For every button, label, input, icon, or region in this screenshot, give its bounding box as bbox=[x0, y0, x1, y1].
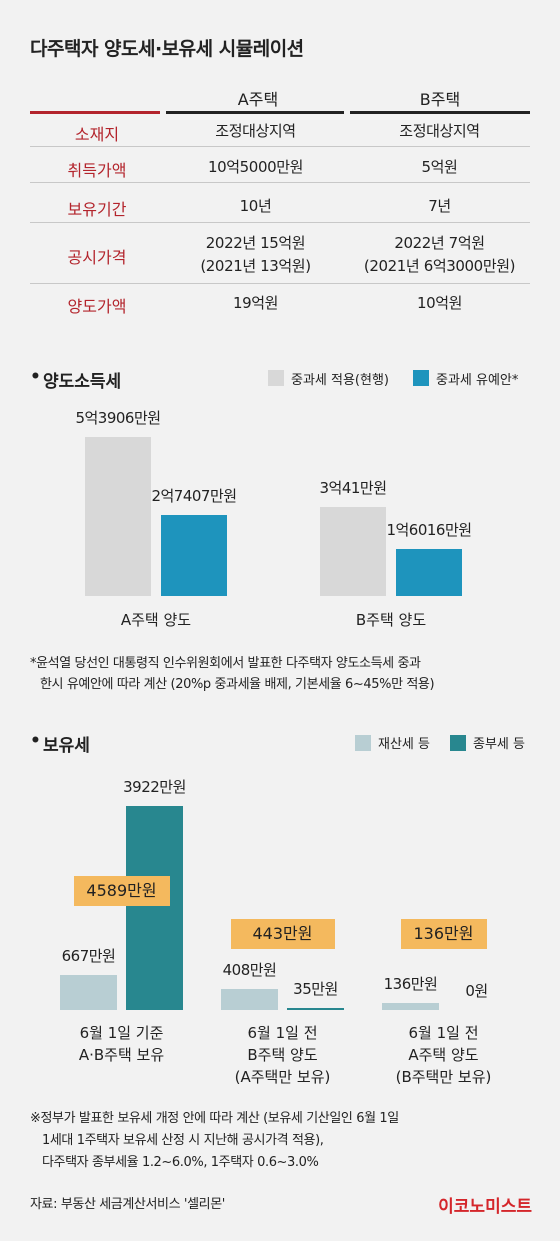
bar-current bbox=[85, 437, 151, 596]
category-label: A주택 양도 bbox=[408, 1046, 479, 1064]
cell-b-official-price-prev: (2021년 6억3000만원) bbox=[363, 257, 516, 275]
category-label: (B주택만 보유) bbox=[395, 1068, 492, 1086]
source-text: 자료: 부동산 세금계산서비스 '셀리몬' bbox=[30, 1197, 225, 1212]
header-rule-a bbox=[166, 111, 344, 114]
bar-value-label: 667만원 bbox=[61, 947, 116, 966]
bar-value-label: 3억41만원 bbox=[319, 479, 387, 498]
cell-b-official-price: 2022년 7억원 bbox=[394, 234, 485, 252]
bar-value-label: 136만원 bbox=[383, 974, 438, 993]
row-divider bbox=[30, 182, 530, 183]
bar-value-label: 2억7407만원 bbox=[151, 487, 237, 506]
cell-b-period: 7년 bbox=[428, 197, 451, 215]
cell-b-sale-price: 10억원 bbox=[416, 294, 463, 312]
bar-value-label: 5억3906만원 bbox=[75, 409, 161, 427]
cell-b-location: 조정대상지역 bbox=[399, 122, 480, 140]
header-rule-b bbox=[350, 111, 530, 114]
row-label-sale-price: 양도가액 bbox=[67, 297, 127, 316]
publisher-logo: 이코노미스트 bbox=[438, 1197, 532, 1217]
legend-label-current: 중과세 적용(현행) bbox=[291, 373, 389, 388]
legend-swatch-blue bbox=[413, 370, 429, 386]
bar-deferral bbox=[161, 515, 227, 596]
bar-property-tax bbox=[60, 975, 117, 1010]
chart2-note-line1: ※정부가 발표한 보유세 개정 안에 따라 계산 (보유세 기산일인 6월 1일 bbox=[30, 1111, 399, 1126]
bar-current bbox=[320, 507, 386, 596]
bar-value-label: 0원 bbox=[465, 982, 488, 1000]
page-title: 다주택자 양도세·보유세 시뮬레이션 bbox=[30, 38, 304, 60]
bar-value-label: 1억6016만원 bbox=[386, 520, 472, 539]
section-bullet: • bbox=[30, 367, 41, 387]
row-label-official-price: 공시가격 bbox=[67, 248, 127, 267]
row-label-acquisition: 취득가액 bbox=[67, 161, 127, 180]
bar-property-tax bbox=[382, 1002, 439, 1010]
total-box: 4589만원 bbox=[73, 876, 170, 906]
bar-value-label: 3922만원 bbox=[123, 778, 186, 796]
cell-a-sale-price: 19억원 bbox=[232, 294, 279, 312]
category-label: 6월 1일 기준 bbox=[79, 1024, 164, 1042]
legend-swatch-light bbox=[355, 735, 371, 751]
bar-comprehensive-tax bbox=[126, 806, 183, 1010]
row-divider bbox=[30, 222, 530, 223]
row-label-period: 보유기간 bbox=[67, 200, 127, 219]
total-box: 136만원 bbox=[400, 919, 487, 949]
bar-comprehensive-tax bbox=[287, 1008, 344, 1010]
cell-b-acquisition: 5억원 bbox=[421, 158, 458, 176]
category-label: (A주택만 보유) bbox=[234, 1068, 331, 1086]
col-header-a: A주택 bbox=[237, 90, 279, 109]
legend-label-comprehensive-tax: 종부세 등 bbox=[473, 737, 525, 752]
category-label: B주택 양도 bbox=[247, 1046, 318, 1064]
bar-property-tax bbox=[221, 988, 278, 1010]
col-header-b: B주택 bbox=[419, 90, 461, 109]
row-label-location: 소재지 bbox=[74, 125, 120, 144]
row-divider bbox=[30, 283, 530, 284]
cell-a-official-price: 2022년 15억원 bbox=[205, 234, 306, 252]
chart1-note-line2: 한시 유예안에 따라 계산 (20%p 중과세율 배제, 기본세율 6~45%만… bbox=[40, 677, 435, 692]
row-divider bbox=[30, 146, 530, 147]
chart1-title: 양도소득세 bbox=[43, 372, 122, 392]
legend-swatch-gray bbox=[268, 370, 284, 386]
category-label: 6월 1일 전 bbox=[408, 1024, 479, 1042]
chart2-title: 보유세 bbox=[43, 736, 90, 756]
bar-value-label: 408만원 bbox=[222, 960, 277, 979]
legend-label-property-tax: 재산세 등 bbox=[378, 737, 430, 752]
legend-swatch-teal bbox=[450, 735, 466, 751]
bar-deferral bbox=[396, 548, 462, 596]
cell-a-official-price-prev: (2021년 13억원) bbox=[200, 257, 311, 275]
section-bullet: • bbox=[30, 731, 41, 751]
category-label: 6월 1일 전 bbox=[247, 1024, 318, 1042]
bar-value-label: 35만원 bbox=[293, 980, 338, 998]
category-label: A·B주택 보유 bbox=[78, 1046, 165, 1064]
header-rule-red bbox=[30, 111, 160, 114]
cell-a-location: 조정대상지역 bbox=[215, 122, 296, 140]
category-label: B주택 양도 bbox=[355, 611, 427, 629]
cell-a-period: 10년 bbox=[239, 197, 272, 215]
chart2-note-line3: 다주택자 종부세율 1.2~6.0%, 1주택자 0.6~3.0% bbox=[42, 1155, 319, 1170]
legend-label-deferral: 중과세 유예안* bbox=[436, 373, 519, 388]
cell-a-acquisition: 10억5000만원 bbox=[207, 158, 304, 176]
total-box: 443만원 bbox=[230, 919, 335, 949]
category-label: A주택 양도 bbox=[120, 611, 192, 629]
chart2-note-line2: 1세대 1주택자 보유세 산정 시 지난해 공시가격 적용), bbox=[42, 1133, 324, 1148]
chart1-note-line1: *윤석열 당선인 대통령직 인수위원회에서 발표한 다주택자 양도소득세 중과 bbox=[30, 656, 421, 671]
